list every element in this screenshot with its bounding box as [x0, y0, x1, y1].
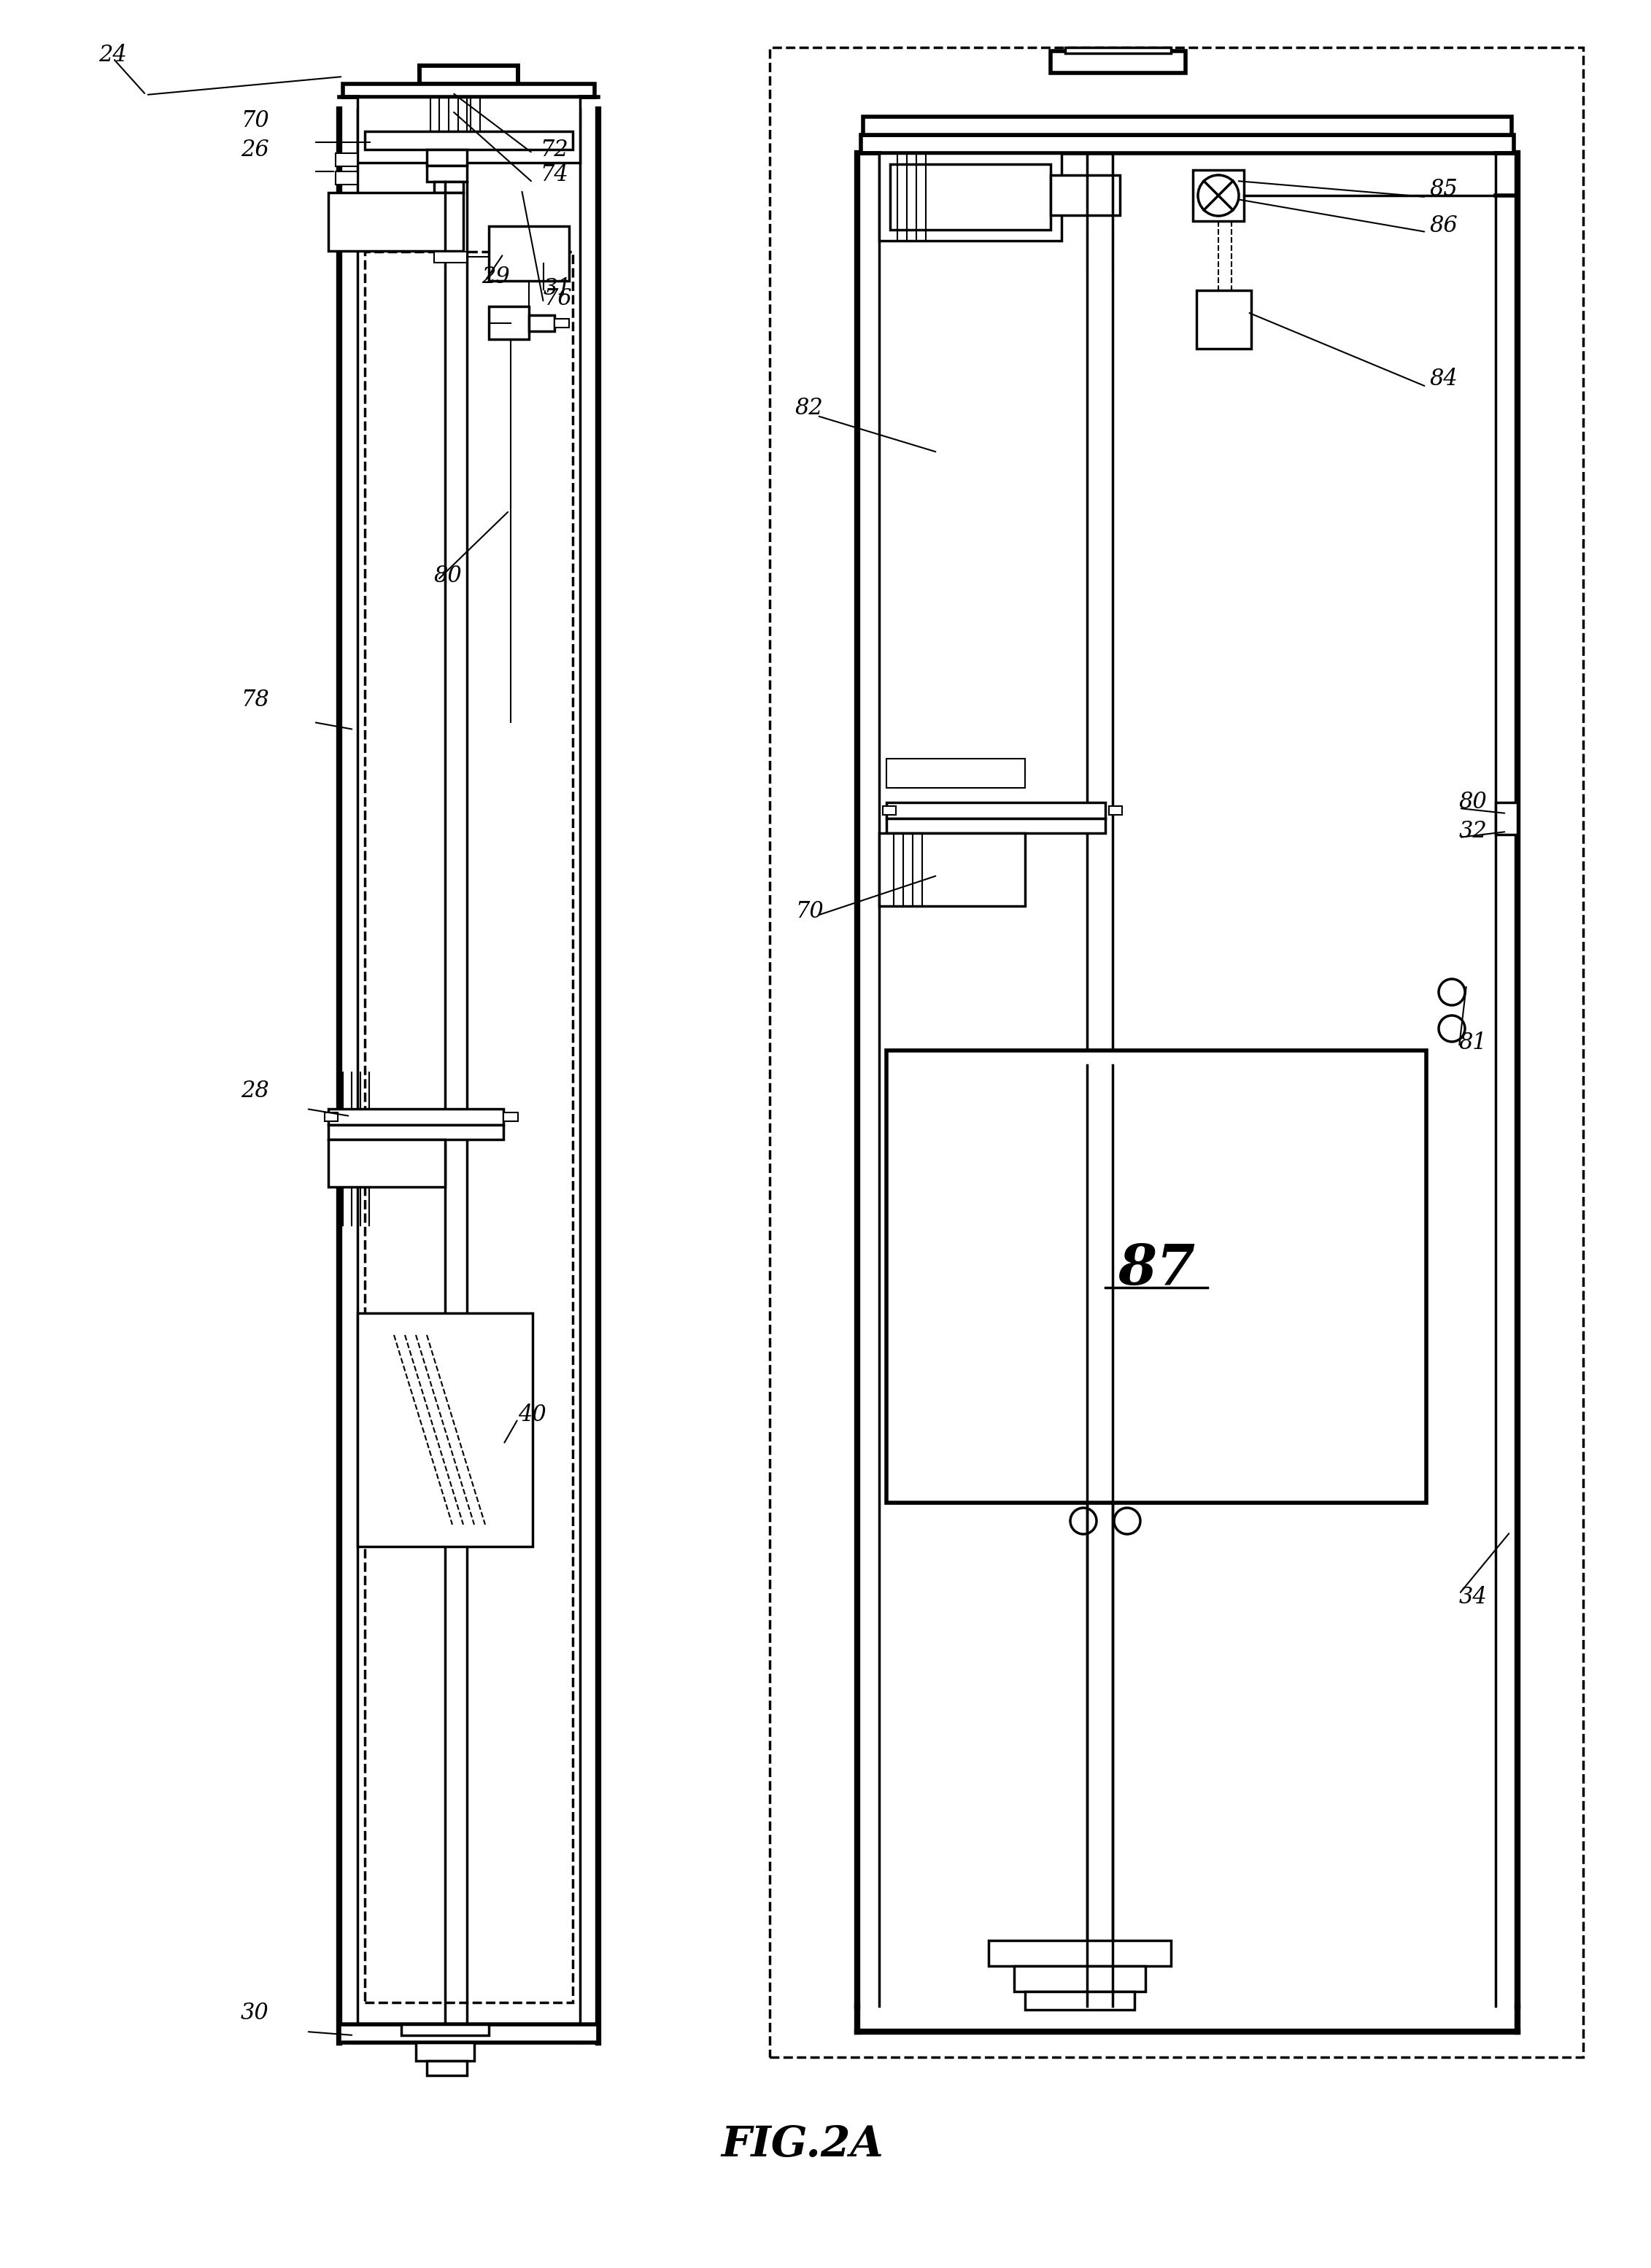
Bar [1192, 170, 1243, 220]
Bar [890, 163, 1050, 229]
Bar [428, 2062, 467, 2075]
Bar [329, 1109, 504, 1125]
Bar [555, 320, 570, 327]
Bar [989, 1941, 1171, 1966]
Text: 72: 72 [540, 138, 568, 161]
Bar [358, 1313, 533, 1547]
Bar [1050, 52, 1185, 73]
Bar [329, 1139, 446, 1186]
Text: 78: 78 [241, 689, 269, 712]
Bar [883, 805, 896, 814]
Text: 80: 80 [1459, 792, 1488, 814]
Bar [1014, 1966, 1146, 1991]
Text: 80: 80 [434, 565, 462, 587]
Bar [916, 1080, 1397, 1474]
Bar [1025, 1991, 1134, 2009]
Text: 70: 70 [241, 109, 269, 132]
Bar [887, 819, 1105, 832]
Text: 40: 40 [518, 1404, 546, 1427]
Bar [878, 154, 1062, 240]
Bar [901, 1066, 1412, 1488]
Text: 31: 31 [543, 277, 571, 299]
Text: 70: 70 [796, 900, 824, 923]
Bar [335, 172, 358, 184]
Text: 26: 26 [241, 138, 269, 161]
Bar [887, 760, 1025, 787]
Text: 28: 28 [241, 1080, 269, 1102]
Bar [887, 1050, 1426, 1504]
Bar [365, 252, 573, 2003]
Text: 86: 86 [1430, 215, 1458, 238]
Bar [1109, 805, 1123, 814]
Text: 29: 29 [482, 265, 510, 288]
Bar [1050, 175, 1119, 215]
Text: 32: 32 [1459, 821, 1488, 844]
Bar [329, 193, 464, 252]
Bar [434, 252, 467, 263]
Bar [329, 1125, 504, 1139]
Text: 24: 24 [99, 43, 127, 66]
Bar [434, 181, 464, 193]
Bar [863, 116, 1512, 136]
Bar [325, 1114, 338, 1120]
Bar [428, 150, 467, 166]
Text: 82: 82 [796, 397, 824, 420]
Bar [335, 154, 358, 166]
Bar [338, 2025, 598, 2043]
Bar [887, 803, 1105, 819]
Bar [358, 98, 580, 163]
Bar [489, 227, 570, 281]
Text: FIG.2A: FIG.2A [721, 2125, 883, 2166]
Bar [504, 1114, 518, 1120]
Text: 30: 30 [241, 2003, 269, 2025]
Bar [878, 832, 1025, 905]
Text: 87: 87 [1118, 1243, 1195, 1297]
Text: 34: 34 [1459, 1585, 1488, 1608]
Bar [528, 315, 555, 331]
Text: 85: 85 [1430, 179, 1458, 202]
Bar [1065, 48, 1171, 52]
Bar [860, 136, 1514, 154]
Text: 74: 74 [540, 163, 568, 186]
Text: 84: 84 [1430, 367, 1458, 390]
Bar [428, 166, 467, 181]
Bar [489, 306, 528, 340]
Text: 81: 81 [1459, 1032, 1488, 1055]
Bar [343, 84, 594, 98]
Bar [1197, 290, 1251, 349]
Bar [401, 2025, 489, 2034]
Bar [365, 132, 573, 150]
Bar [419, 66, 518, 84]
Bar [416, 2043, 474, 2062]
Text: 76: 76 [543, 288, 571, 311]
Bar [769, 48, 1583, 2057]
Bar [1496, 803, 1517, 835]
